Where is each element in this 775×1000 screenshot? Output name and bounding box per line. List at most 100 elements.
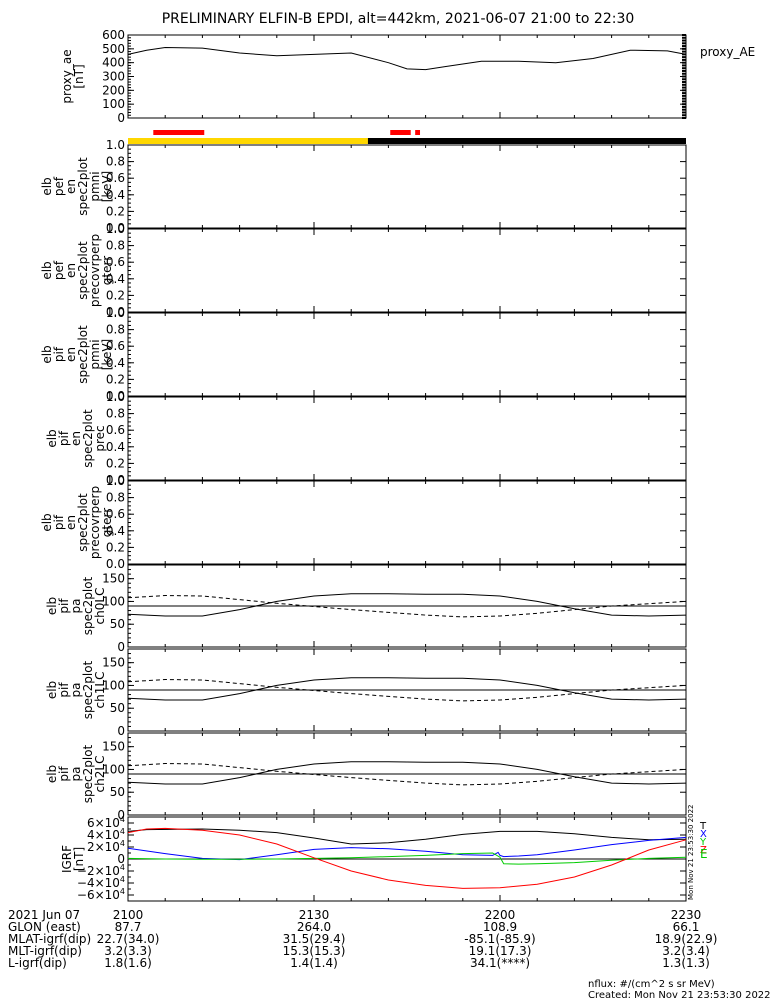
y-tick-label: 150: [102, 740, 125, 754]
y-axis-label-line: pmni: [88, 339, 102, 369]
y-tick-exponent: 4: [120, 839, 125, 848]
y-axis-label-line: pef: [52, 260, 66, 280]
y-axis-label-line: en: [64, 515, 78, 530]
y-axis-label: IGRF[nT]: [60, 845, 86, 873]
y-tick-label: 400: [102, 56, 125, 70]
y-axis-label-line: elb: [40, 177, 54, 195]
footer-value: 19.1(17.3): [469, 944, 532, 958]
footer-value: 3.2(3.3): [104, 944, 152, 958]
y-tick-label: 0: [117, 111, 125, 125]
y-tick-label: 1.0: [106, 222, 125, 236]
panel-frame: [127, 396, 687, 481]
igrf-legend-Z: Z: [700, 845, 707, 856]
footer-row-label: MLAT-igrf(dip): [8, 932, 91, 946]
plot-title: PRELIMINARY ELFIN-B EPDI, alt=442km, 202…: [162, 11, 635, 27]
y-axis-label: elbpefenspec2plotpmni[keV]: [40, 157, 114, 216]
panel-frame: [127, 480, 687, 565]
y-tick-label: 0.2: [106, 372, 125, 386]
y-tick-label: 0.2: [106, 288, 125, 302]
igrf-legend-T: T: [699, 821, 707, 832]
y-tick-label: 4×104: [87, 827, 125, 842]
y-axis-label-line: spec2plot: [81, 409, 95, 468]
footer-value: 2130: [299, 908, 330, 922]
y-axis-label-line: spec2plot: [81, 660, 95, 719]
panels: 0100200300400500600proxy_ae[nT]proxy_AE0…: [40, 28, 755, 902]
footer-value: 2200: [485, 908, 516, 922]
created-timestamp: Created: Mon Nov 21 23:53:30 2022: [588, 990, 771, 1000]
y-tick-label: 100: [102, 678, 125, 692]
footer-value: 3.2(3.4): [662, 944, 710, 958]
series-T: [127, 828, 687, 845]
y-axis-label-line: en: [64, 347, 78, 362]
series-solid: [127, 593, 687, 617]
y-axis-label-line: spec2plot: [81, 576, 95, 635]
y-axis-label-line: elb: [40, 261, 54, 279]
y-tick-label: 150: [102, 572, 125, 586]
footer-value: 108.9: [483, 920, 517, 934]
y-axis-label-line: proxy_ae: [60, 49, 74, 103]
created-stamp: Mon Nov 21 23:53:30 2022: [687, 805, 695, 900]
y-axis-label-line: ch0LC: [93, 588, 107, 625]
y-tick-label: 0.8: [106, 239, 125, 253]
y-axis-label-line: elb: [40, 513, 54, 531]
y-tick-label: 6×104: [87, 815, 125, 830]
panel-frame: [127, 144, 687, 229]
y-axis-label-line: elb: [40, 345, 54, 363]
footer-value: 18.9(22.9): [655, 932, 718, 946]
series-Y: [127, 852, 687, 865]
y-tick-exponent: 4: [120, 887, 125, 896]
y-axis-label-line: [keV]: [100, 339, 114, 370]
y-axis-label-line: pa: [69, 599, 83, 614]
y-tick-label: 200: [102, 83, 125, 97]
y-axis-label: elbpefenspec2plotprecovrperpgterr: [40, 234, 114, 307]
y-tick-label: 100: [102, 594, 125, 608]
series-solid: [127, 761, 687, 785]
y-tick-label: 0.4: [106, 524, 125, 538]
y-axis-label-line: spec2plot: [76, 157, 90, 216]
series-Z: [127, 827, 687, 889]
footer-row-label: 2021 Jun 07: [8, 908, 80, 922]
y-tick-label: −4×104: [77, 875, 125, 890]
footer-value: 87.7: [115, 920, 142, 934]
zone-bar-black: [367, 138, 686, 144]
y-tick-exponent: 4: [120, 863, 125, 872]
footer-value: 34.1(****): [470, 956, 530, 970]
y-axis-label-line: elb: [45, 681, 59, 699]
panel-pif_precovrperp: 0.00.20.40.60.81.0elbpifenspec2plotpreco…: [40, 474, 687, 571]
y-axis-label-line: spec2plot: [76, 325, 90, 384]
footer-value: 31.5(29.4): [283, 932, 346, 946]
panel-frame: [127, 312, 687, 397]
y-tick-label: 500: [102, 42, 125, 56]
y-axis-label-line: pif: [57, 598, 71, 614]
y-tick-label: 50: [110, 701, 125, 715]
y-axis-label-line: [nT]: [72, 64, 86, 88]
panel-pef_pmni: 0.0 0.2 0.4 0.6 0.8 1.0 elbpefenspec2plotpmni[…: [40, 138, 687, 235]
y-axis-label-line: IGRF: [60, 845, 74, 873]
y-axis-label-line: spec2plot: [81, 744, 95, 803]
y-tick-exponent: 4: [120, 815, 125, 824]
footer-value: 1.8(1.6): [104, 956, 152, 970]
y-tick-label: 0.6: [106, 171, 125, 185]
y-axis-label-line: pif: [57, 682, 71, 698]
series-dashed: [127, 594, 687, 618]
y-axis-label: elbpifpaspec2plotch2LC: [45, 744, 107, 803]
y-tick-label: 600: [102, 28, 125, 42]
y-axis-label-line: pa: [69, 683, 83, 698]
footer-value: 15.3(15.3): [283, 944, 346, 958]
y-tick-label: 1.0: [106, 474, 125, 488]
y-tick-label: 0.4: [106, 188, 125, 202]
y-tick-label: 0.0: [106, 557, 125, 571]
y-tick-label: 0.6: [106, 423, 125, 437]
footer-value: 66.1: [673, 920, 700, 934]
footer-value: 1.3(1.3): [662, 956, 710, 970]
footer-annotations: 2021 Jun 07 2100 2130 2200 2230 GLON (east) 87…: [8, 908, 771, 1000]
y-axis-label-line: ch2LC: [93, 756, 107, 793]
y-axis-label-line: precovrperp: [88, 234, 102, 307]
footer-row-label: MLT-igrf(dip): [8, 944, 82, 958]
footer-value: 22.7(34.0): [97, 932, 160, 946]
panel-pif_pmni: 0.0 0.2 0.4 0.6 0.8 1.0 elbpifenspec2plotpmni[…: [40, 306, 687, 403]
panel-pif_prec: 0.0 0.2 0.4 0.6 0.8 1.0 elbpifenspec2plotprec: [45, 390, 687, 487]
